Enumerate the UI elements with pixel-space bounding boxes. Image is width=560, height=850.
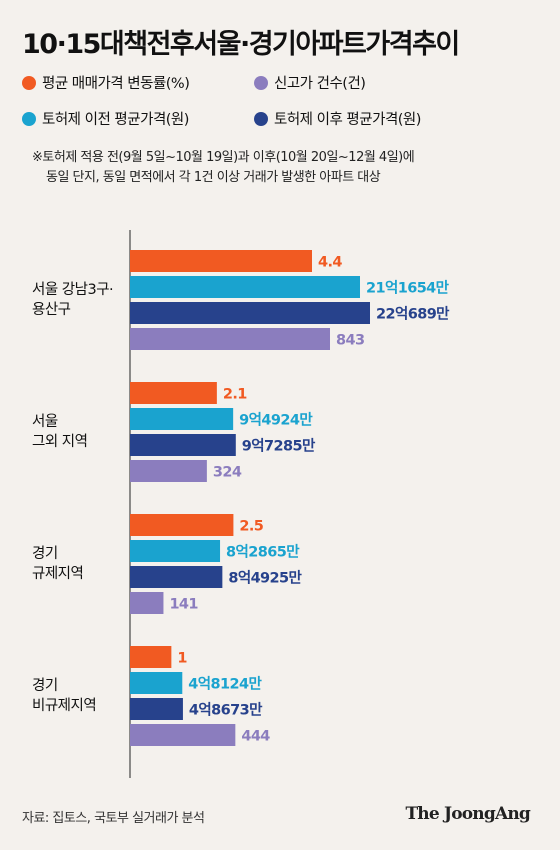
category-label-line: 그외 지역 [32,434,88,450]
bar-series-3-cat-2 [130,592,164,614]
category-label-line: 비규제지역 [32,698,97,714]
data-label: 8억2865만 [226,543,300,561]
data-label: 9억4924만 [239,411,313,429]
legend-item-before-price: 토허제 이전 평균가격(원) [22,108,189,129]
bar-series-2-cat-1 [130,434,236,456]
legend-swatch-icon [22,111,36,126]
category-label-line: 경기 [32,546,58,562]
category-label-line: 서울 강남3구· [32,282,114,298]
bar-series-0-cat-2 [130,514,234,536]
chart-title: 10·15대책전후서울·경기아파트가격추이 [22,29,460,60]
category-label-line: 경기 [32,678,58,694]
legend-item-after-price: 토허제 이후 평균가격(원) [254,108,421,129]
bar-series-3-cat-0 [130,328,330,350]
data-label: 324 [213,465,242,481]
category-label-line: 용산구 [32,302,71,318]
bar-series-1-cat-3 [130,672,183,694]
legend-swatch-icon [254,111,268,126]
bar-series-1-cat-2 [130,540,221,562]
legend-item-change-rate: 평균 매매가격 변동률(%) [22,72,190,93]
bar-chart-svg: 4.4 21억1654만 22억689만 843 2.1 9억4924만 9억7285만32… [129,230,451,778]
brand-logo: The JoongAng [405,804,530,824]
category-label-line: 서울 [32,414,58,430]
legend-label: 토허제 이후 평균가격(원) [274,112,421,128]
bar-chart: 4.4 21억1654만 22억689만 843 2.1 9억4924만 9억7285만 32… [0,226,560,782]
bar-series-0-cat-1 [130,382,217,404]
data-label: 4억8124만 [188,675,262,693]
bar-series-1-cat-1 [130,408,234,430]
bar-series-3-cat-1 [130,460,207,482]
data-label: 9억7285만 [242,437,316,455]
category-label: 서울 강남3구· 용산구 [32,280,114,320]
legend-label: 신고가 건수(건) [274,76,366,92]
data-label: 22억689만 [376,305,450,323]
data-label: 843 [336,333,364,349]
data-label: 4억8673만 [189,701,263,719]
footnote: ※토허제 적용 전(9월 5일~10월 19일)과 이후(10월 20일~12월… [32,148,415,188]
data-label: 141 [169,597,198,613]
bar-series-2-cat-2 [130,566,223,588]
data-label: 2.5 [239,519,263,535]
legend-swatch-icon [22,75,36,90]
bar-series-0-cat-0 [130,250,312,272]
category-label-line: 규제지역 [32,566,84,582]
data-label: 21억1654만 [366,279,450,297]
data-label: 4.4 [318,255,342,271]
bar-series-1-cat-0 [130,276,360,298]
bar-series-0-cat-3 [130,646,172,668]
footnote-line: 동일 단지, 동일 면적에서 각 1건 이상 거래가 발생한 아파트 대상 [46,170,381,185]
data-label: 444 [241,729,270,745]
source-note: 자료: 집토스, 국토부 실거래가 분석 [22,811,205,826]
bar-series-3-cat-3 [130,724,236,746]
legend-label: 토허제 이전 평균가격(원) [42,112,189,128]
legend-swatch-icon [254,75,268,90]
data-label: 1 [177,651,187,667]
legend-label: 평균 매매가격 변동률(%) [42,76,190,92]
bar-series-2-cat-3 [130,698,183,720]
bar-series-2-cat-0 [130,302,370,324]
footnote-line: ※토허제 적용 전(9월 5일~10월 19일)과 이후(10월 20일~12월… [32,150,415,165]
data-label: 2.1 [223,387,247,403]
data-label: 8억4925만 [228,569,302,587]
legend-item-record-count: 신고가 건수(건) [254,72,366,93]
